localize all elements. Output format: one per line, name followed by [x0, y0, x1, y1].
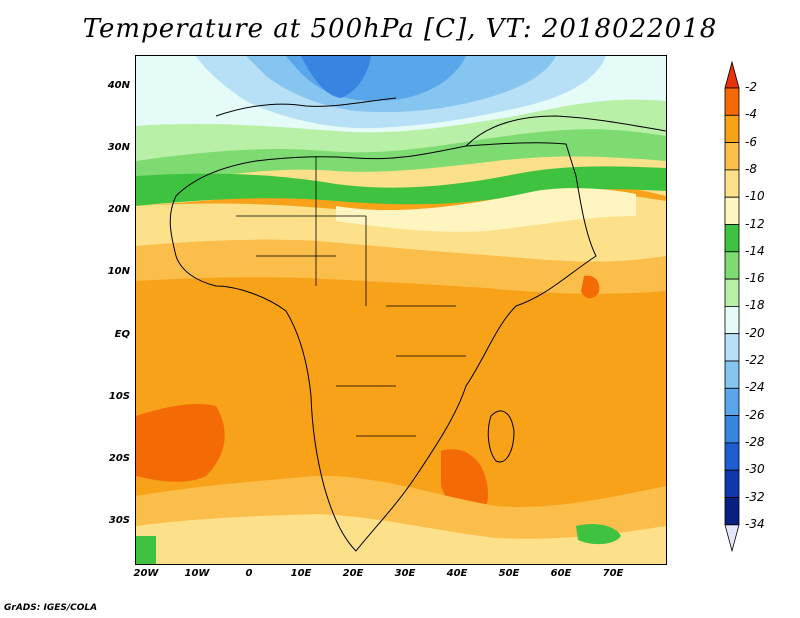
lat-label-30n: 30N	[107, 142, 130, 153]
colorbar-label: -12	[745, 216, 765, 231]
lat-label-eq: EQ	[114, 329, 130, 340]
colorbar-swatch	[724, 196, 740, 225]
colorbar-label: -20	[745, 325, 765, 340]
colorbar-swatch	[724, 442, 740, 471]
colorbar-swatch	[724, 251, 740, 280]
colorbar-label: -34	[745, 516, 765, 531]
colorbar-swatch	[724, 469, 740, 498]
colorbar-swatch	[724, 333, 740, 362]
country-borders	[236, 156, 466, 437]
lat-label-10s: 10S	[108, 391, 130, 402]
colorbar-label: -14	[745, 243, 765, 258]
colorbar-bottom-arrow	[724, 524, 740, 553]
map-title: Temperature at 500hPa [C], VT: 201802201…	[82, 14, 718, 44]
temperature-field	[136, 56, 666, 564]
lon-label-30e: 30E	[394, 568, 416, 579]
colorbar-label: -2	[745, 80, 757, 94]
colorbar-swatch	[724, 305, 740, 335]
middle-east-coastline	[465, 115, 666, 147]
patch-minus14-sw	[136, 536, 156, 564]
band-minus28	[301, 56, 371, 98]
lat-label-40n: 40N	[107, 80, 130, 91]
band-minus10-south	[136, 514, 666, 564]
colorbar-swatch	[724, 360, 740, 389]
europe-coastline	[215, 97, 397, 117]
colorbar-swatch	[724, 497, 740, 526]
colorbar-swatch	[724, 224, 740, 253]
temperature-map	[135, 55, 667, 565]
colorbar-swatch	[724, 142, 740, 171]
lat-label-20n: 20N	[107, 204, 130, 215]
lon-label-50e: 50E	[498, 568, 520, 579]
colorbar-label: -26	[745, 407, 765, 422]
colorbar-swatch	[724, 387, 740, 416]
patch-minus4-arabian	[581, 275, 600, 299]
lon-label-40e: 40E	[446, 568, 468, 579]
colorbar-label: -30	[745, 462, 765, 477]
africa-coastline	[169, 142, 597, 552]
lon-label-0: 0	[245, 568, 253, 579]
credit-text: GrADS: IGES/COLA	[4, 603, 98, 613]
colorbar-swatch	[724, 278, 740, 307]
colorbar-label: -10	[745, 189, 765, 204]
lon-label-20e: 20E	[342, 568, 364, 579]
colorbar-label: -16	[745, 271, 765, 286]
lat-label-10n: 10N	[107, 266, 130, 277]
lon-label-70e: 70E	[602, 568, 624, 579]
lon-label-20w: 20W	[133, 568, 159, 579]
lat-label-30s: 30S	[108, 515, 130, 526]
band-minus8	[136, 239, 666, 294]
colorbar-swatch	[724, 87, 740, 116]
patch-minus14-se	[576, 524, 621, 545]
band-minus14	[136, 166, 666, 206]
colorbar-swatch	[724, 169, 740, 198]
colorbar-label: -18	[745, 298, 765, 313]
lat-label-20s: 20S	[108, 453, 130, 464]
colorbar-label: -8	[745, 161, 757, 176]
lon-label-10e: 10E	[290, 568, 312, 579]
colorbar-label: -4	[745, 107, 757, 122]
colorbar-label: -32	[745, 489, 765, 504]
patch-minus4-atlantic	[136, 404, 225, 482]
lon-label-60e: 60E	[550, 568, 572, 579]
colorbar-boxes	[724, 60, 740, 553]
colorbar-label: -6	[745, 134, 757, 149]
colorbar-top-arrow	[724, 60, 740, 89]
colorbar-label: -28	[745, 434, 765, 449]
lon-label-10w: 10W	[184, 568, 210, 579]
band-minus12	[336, 188, 636, 232]
colorbar-label: -22	[745, 353, 765, 367]
madagascar-coastline	[487, 410, 515, 463]
colorbar-swatch	[724, 415, 740, 444]
colorbar-swatch	[724, 114, 740, 144]
colorbar-label: -24	[745, 380, 765, 395]
